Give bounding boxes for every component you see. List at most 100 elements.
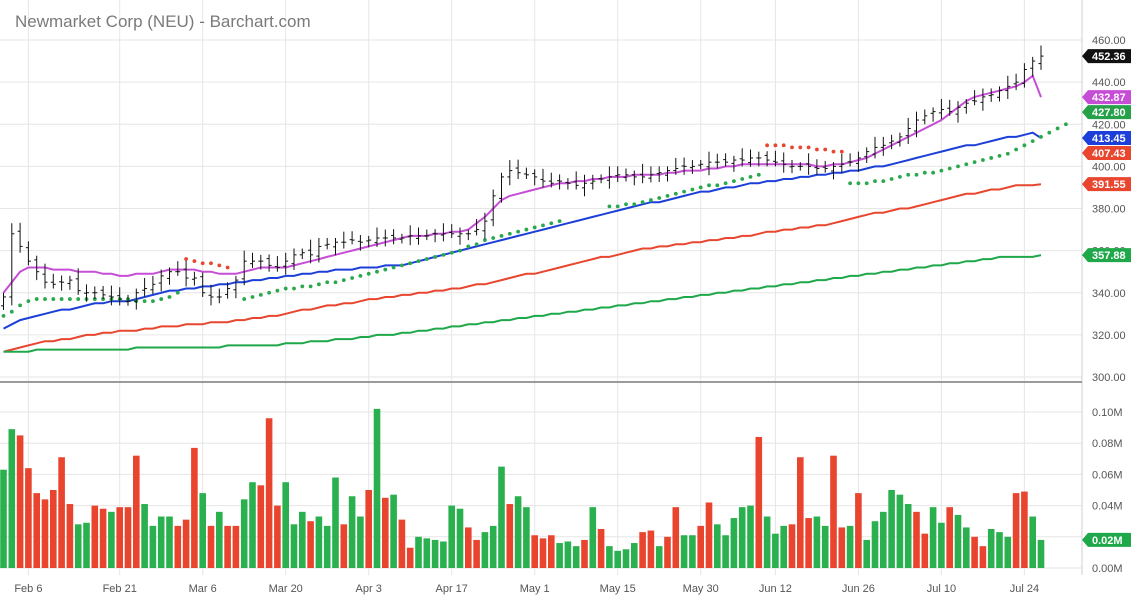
- ohlc-bar: [407, 225, 413, 246]
- sar-dot: [1030, 139, 1035, 144]
- ohlc-bar: [183, 260, 189, 287]
- volume-bar: [797, 457, 804, 568]
- sar-dot: [458, 248, 462, 253]
- volume-bar: [846, 525, 854, 568]
- sar-dot: [184, 257, 189, 261]
- volume-bar: [689, 535, 696, 568]
- volume-bar: [680, 535, 688, 568]
- x-tick-label: Feb 21: [103, 583, 137, 595]
- ohlc-bar: [67, 275, 73, 290]
- price-badge-label: 413.45: [1092, 133, 1126, 145]
- volume-bar: [232, 525, 240, 568]
- volume-bar: [108, 511, 115, 568]
- sar-dot: [856, 181, 861, 186]
- x-tick-label: Jul 10: [927, 583, 956, 595]
- price-badge: 391.55: [1082, 177, 1131, 192]
- volume-bar: [996, 532, 1003, 568]
- sar-dot: [649, 198, 653, 202]
- ohlc-bar: [772, 150, 778, 167]
- price-badge-label: 357.88: [1092, 250, 1126, 262]
- price-badge-shape: [1082, 177, 1131, 192]
- volume-bar: [365, 490, 372, 568]
- ohlc-bar: [341, 231, 347, 249]
- volume-bar: [954, 514, 962, 568]
- price-badge: 357.88: [1082, 248, 1131, 263]
- volume-bar: [1021, 491, 1028, 568]
- ohlc-bar: [797, 162, 803, 171]
- volume-bar: [805, 518, 812, 568]
- volume-bar: [564, 541, 572, 568]
- volume-bar: [606, 546, 613, 568]
- ohlc-bar: [980, 88, 986, 111]
- volume-bar: [589, 507, 597, 568]
- ohlc-bar: [474, 219, 480, 236]
- volume-bar: [938, 522, 945, 568]
- ohlc-bar: [399, 233, 405, 244]
- volume-bar: [655, 546, 663, 568]
- ohlc-bar: [938, 98, 944, 120]
- ohlc-bar: [947, 99, 953, 116]
- ohlc-bar: [449, 224, 455, 238]
- volume-bar: [946, 507, 953, 568]
- sar-dot: [798, 145, 803, 150]
- volume-bar: [8, 429, 16, 568]
- ohlc-bar: [133, 288, 139, 310]
- ohlc-bar: [557, 174, 563, 190]
- volume-bar: [539, 538, 547, 568]
- ohlc-bar: [1030, 56, 1036, 77]
- ohlc-bar: [308, 239, 314, 264]
- sar-dot: [914, 172, 919, 177]
- ohlc-bar: [665, 166, 670, 182]
- volume-bar: [440, 541, 447, 568]
- ohlc-bar: [648, 166, 654, 183]
- ohlc-bar: [540, 168, 546, 188]
- volume-bar: [1012, 493, 1020, 568]
- volume-bar: [282, 482, 289, 568]
- price-badge: 452.36: [1082, 49, 1131, 64]
- volume-bar: [622, 549, 630, 568]
- sar-dot: [997, 153, 1002, 158]
- volume-tick-label: 0.06M: [1092, 469, 1123, 481]
- sar-dot: [333, 280, 338, 285]
- ohlc-bar: [482, 212, 488, 240]
- ohlc-bar: [598, 174, 604, 184]
- ohlc-bar: [532, 169, 538, 186]
- ohlc-bar: [988, 88, 994, 102]
- sar-dot: [375, 269, 379, 274]
- volume-bar: [290, 524, 298, 568]
- ohlc-bar: [274, 256, 280, 272]
- sar-dot: [51, 297, 56, 301]
- price-badge-shape: [1082, 90, 1131, 105]
- ohlc-bar: [806, 153, 812, 175]
- sar-dot: [151, 299, 155, 304]
- volume-bar: [888, 490, 895, 568]
- ohlc-bar: [108, 285, 114, 306]
- ohlc-bar: [333, 237, 338, 256]
- sar-dot: [34, 297, 39, 301]
- volume-bar: [489, 525, 497, 568]
- moving-average-line: [3, 183, 1042, 353]
- sar-dot: [1064, 122, 1068, 127]
- price-tick-label: 400.00: [1092, 161, 1126, 173]
- ohlc-bar: [9, 223, 15, 306]
- sar-dot: [225, 265, 230, 270]
- sar-dot: [981, 158, 985, 162]
- price-tick-label: 300.00: [1092, 372, 1126, 384]
- sar-dot: [931, 170, 935, 175]
- volume-bar: [788, 524, 796, 568]
- volume-bar: [116, 507, 123, 568]
- volume-bar: [357, 516, 364, 568]
- sar-dot: [317, 282, 321, 287]
- sar-dot: [408, 261, 413, 266]
- volume-bar: [581, 539, 588, 568]
- ohlc-bar: [764, 151, 770, 167]
- ohlc-bar: [158, 269, 164, 292]
- sar-dot: [839, 149, 844, 154]
- sar-dot: [491, 236, 496, 240]
- volume-tick-label: 0.10M: [1092, 407, 1123, 419]
- volume-bar: [74, 524, 82, 568]
- ohlc-bar: [930, 107, 936, 122]
- sar-dot: [624, 202, 628, 207]
- volume-bar: [390, 494, 397, 568]
- volume-bar: [340, 524, 348, 568]
